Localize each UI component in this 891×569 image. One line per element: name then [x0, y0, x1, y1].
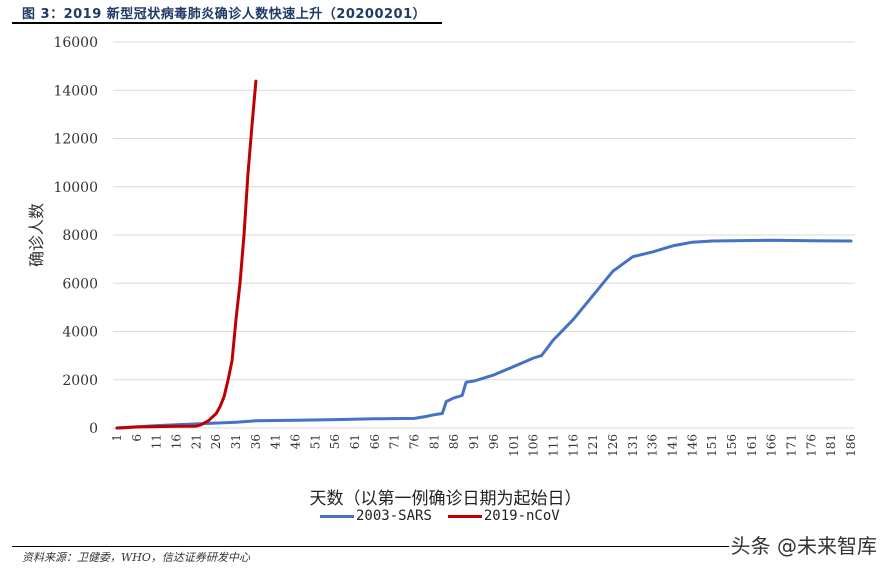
x-tick-label: 161 — [745, 434, 759, 457]
legend: 2003-SARS 2019-nCoV — [320, 508, 560, 524]
y-tick-label: 12000 — [53, 132, 98, 148]
chart-title: 图 3：2019 新型冠状病毒肺炎确诊人数快速上升（20200201） — [22, 7, 427, 22]
x-tick-label: 66 — [368, 434, 382, 449]
x-tick-label: 41 — [269, 434, 283, 449]
x-tick-label: 166 — [765, 434, 779, 457]
x-tick-label: 101 — [507, 434, 521, 457]
x-tick-label: 16 — [170, 434, 184, 449]
y-tick-label: 0 — [89, 421, 98, 437]
x-tick-label: 71 — [388, 434, 402, 449]
x-tick-label: 106 — [527, 434, 541, 457]
y-tick-label: 10000 — [53, 180, 98, 196]
legend-item-sars: 2003-SARS — [320, 508, 432, 524]
x-tick-label: 56 — [328, 434, 342, 449]
legend-item-ncov: 2019-nCoV — [447, 508, 560, 524]
x-tick-label: 31 — [229, 434, 243, 449]
series-lines — [115, 79, 853, 430]
x-axis-ticks: 1 6 11 16 21 26 31 36 41 46 51 56 61 66 71 76 81 86 91 96 10… — [110, 434, 858, 457]
x-tick-label: 51 — [308, 434, 322, 449]
x-axis-label: 天数（以第一例确诊日期为起始日） — [309, 489, 582, 509]
x-tick-label: 181 — [824, 434, 838, 457]
series-line-0 — [115, 238, 853, 430]
x-tick-label: 116 — [566, 434, 580, 457]
x-tick-label: 6 — [130, 434, 144, 442]
x-tick-label: 176 — [804, 434, 818, 457]
x-tick-label: 86 — [447, 434, 461, 449]
x-tick-label: 136 — [646, 434, 660, 457]
y-axis-label: 确诊人数 — [27, 203, 46, 267]
title-divider — [12, 22, 442, 24]
y-tick-label: 8000 — [62, 228, 98, 244]
legend-swatch-ncov — [447, 514, 482, 518]
legend-label-ncov: 2019-nCoV — [483, 508, 560, 524]
y-tick-label: 6000 — [62, 276, 98, 292]
y-tick-label: 16000 — [53, 35, 98, 51]
x-tick-label: 131 — [626, 434, 640, 457]
x-tick-label: 96 — [487, 434, 501, 449]
x-tick-label: 121 — [586, 434, 600, 457]
x-tick-label: 151 — [705, 434, 719, 457]
y-tick-label: 2000 — [62, 373, 98, 389]
y-tick-label: 4000 — [62, 325, 98, 341]
x-tick-label: 81 — [427, 434, 441, 449]
x-tick-label: 11 — [150, 434, 164, 449]
legend-swatch-sars — [320, 514, 354, 518]
x-tick-label: 171 — [784, 434, 798, 457]
y-tick-label: 14000 — [53, 83, 98, 99]
x-tick-label: 61 — [348, 434, 362, 449]
x-tick-label: 111 — [546, 434, 560, 457]
gridlines — [113, 41, 855, 429]
x-tick-label: 126 — [606, 434, 620, 457]
x-tick-label: 146 — [685, 434, 699, 457]
footer-divider — [12, 546, 878, 547]
x-tick-label: 91 — [467, 434, 481, 449]
x-tick-label: 156 — [725, 434, 739, 457]
x-tick-label: 141 — [665, 434, 679, 457]
x-tick-label: 26 — [209, 434, 223, 449]
series-line-1 — [115, 79, 258, 430]
x-tick-label: 46 — [289, 434, 303, 449]
x-tick-label: 186 — [844, 434, 858, 457]
x-tick-label: 76 — [408, 434, 422, 449]
y-axis-ticks: 0 2000 4000 6000 8000 10000 12000 14000 16000 — [53, 35, 98, 437]
legend-label-sars: 2003-SARS — [356, 508, 432, 524]
watermark: 头条 @未来智库 — [728, 530, 879, 559]
source-note: 资料来源：卫健委，WHO，信达证券研发中心 — [22, 551, 250, 564]
x-tick-label: 36 — [249, 434, 263, 449]
x-tick-label: 1 — [110, 434, 124, 442]
x-tick-label: 21 — [189, 434, 203, 449]
